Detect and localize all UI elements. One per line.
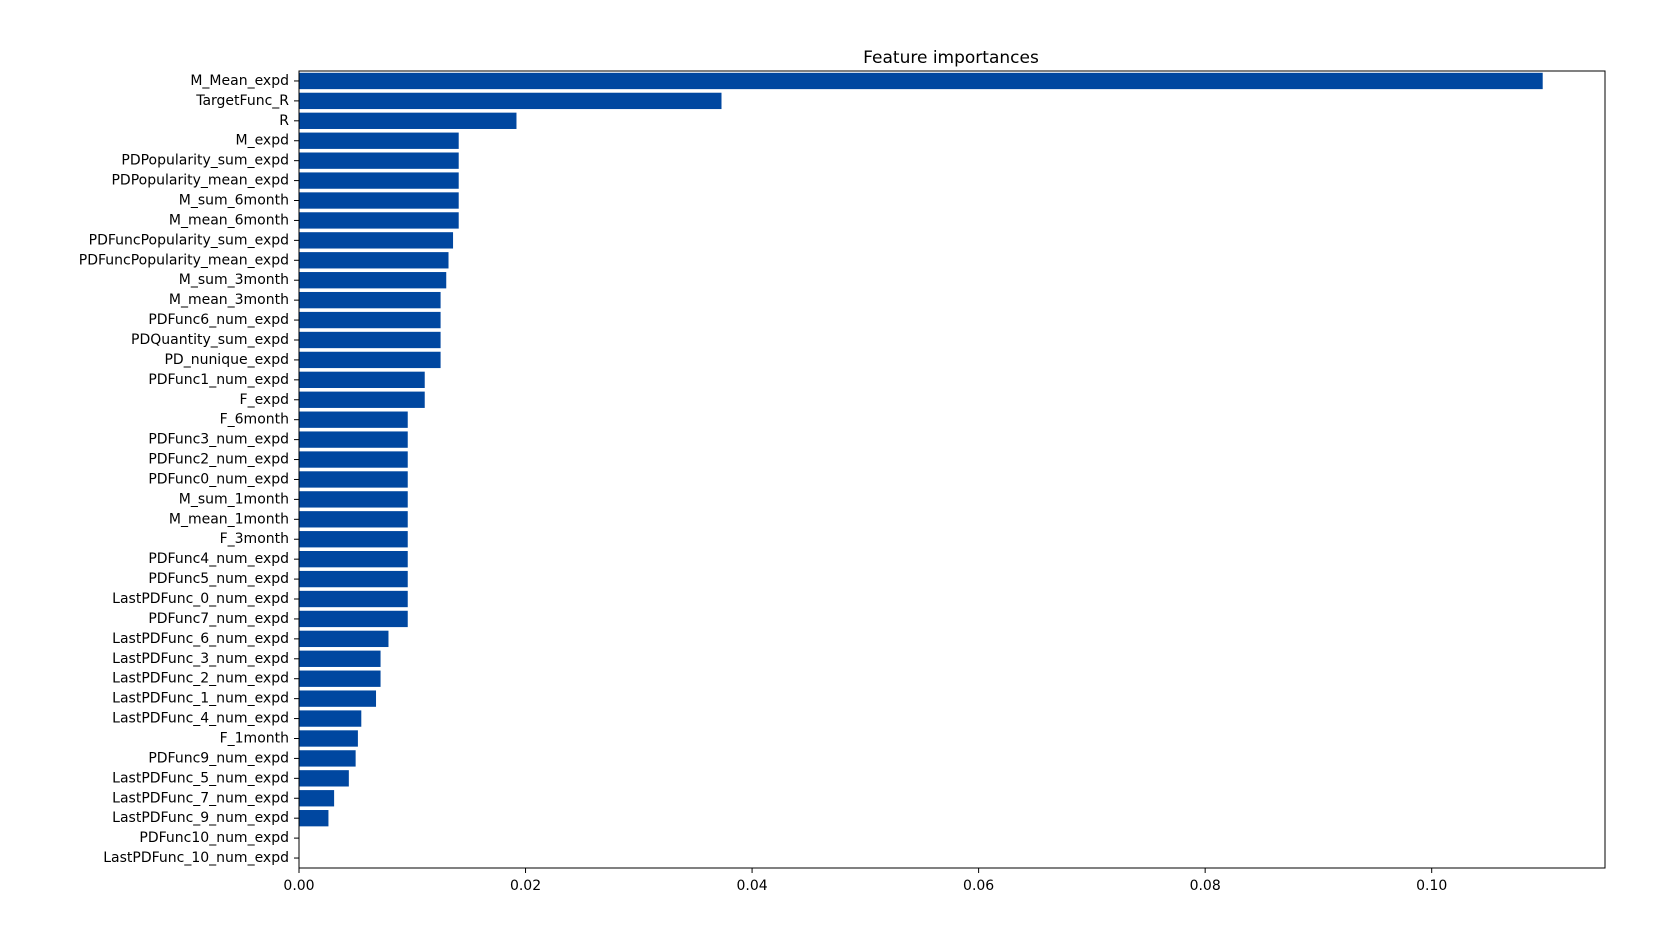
bar (299, 710, 362, 727)
y-tick-label: LastPDFunc_5_num_expd (112, 770, 289, 786)
bar (299, 471, 408, 488)
bar (299, 550, 408, 568)
bar (299, 750, 356, 767)
y-axis: M_Mean_expd TargetFunc_R R M_expd PDPopulari… (79, 73, 299, 866)
y-tick-label: F_1month (220, 730, 289, 746)
x-tick-label: 0.04 (736, 878, 767, 894)
x-axis: 0.00 0.02 0.04 0.06 0.08 0.10 (283, 868, 1447, 894)
y-tick-label: M_mean_3month (169, 292, 289, 308)
y-tick-label: R (279, 113, 289, 129)
bar (299, 152, 459, 169)
bar (299, 730, 358, 747)
y-tick-label: LastPDFunc_3_num_expd (112, 651, 289, 667)
bar (299, 411, 408, 428)
y-tick-label: LastPDFunc_2_num_expd (112, 671, 289, 687)
chart-title: Feature importances (863, 48, 1039, 68)
x-tick-label: 0.00 (283, 878, 314, 894)
bar (299, 770, 349, 787)
y-tick-label: F_3month (220, 531, 289, 547)
y-tick-label: LastPDFunc_1_num_expd (112, 691, 289, 707)
bar (299, 391, 425, 408)
y-tick-label: PDFuncPopularity_sum_expd (89, 232, 289, 248)
bar (299, 252, 449, 269)
y-tick-label: PDFunc6_num_expd (148, 312, 289, 328)
y-tick-label: PDQuantity_sum_expd (131, 332, 289, 348)
y-tick-label: M_sum_6month (179, 193, 289, 209)
bar (299, 132, 459, 149)
x-tick-label: 0.10 (1416, 878, 1447, 894)
y-tick-label: PDFunc0_num_expd (148, 471, 289, 487)
bar (299, 351, 441, 369)
y-tick-label: LastPDFunc_9_num_expd (112, 810, 289, 826)
y-tick-label: M_mean_1month (169, 511, 289, 527)
y-tick-label: PDFunc3_num_expd (148, 432, 289, 448)
bar (299, 72, 1543, 90)
y-tick-label: LastPDFunc_10_num_expd (103, 850, 289, 866)
y-tick-label: M_mean_6month (169, 212, 289, 228)
bar (299, 232, 454, 249)
y-tick-label: TargetFunc_R (195, 93, 289, 109)
bar (299, 311, 441, 329)
y-tick-label: PDPopularity_sum_expd (121, 153, 289, 169)
bar (299, 451, 408, 468)
y-tick-label: LastPDFunc_0_num_expd (112, 591, 289, 607)
bar (299, 630, 389, 648)
y-tick-label: PDFuncPopularity_mean_expd (79, 252, 289, 268)
bar (299, 331, 441, 349)
y-tick-label: PDFunc4_num_expd (148, 551, 289, 567)
y-tick-label: M_sum_3month (179, 272, 289, 288)
bar (299, 431, 408, 448)
bar (299, 172, 459, 189)
y-tick-label: PDFunc1_num_expd (148, 372, 289, 388)
bar (299, 590, 408, 608)
y-tick-label: M_sum_1month (179, 491, 289, 507)
bar (299, 491, 408, 508)
bar (299, 371, 425, 389)
y-tick-label: LastPDFunc_6_num_expd (112, 631, 289, 647)
bar (299, 610, 408, 628)
bar (299, 272, 447, 289)
y-tick-label: PDFunc9_num_expd (148, 750, 289, 766)
bar (299, 192, 459, 209)
y-tick-label: PDFunc7_num_expd (148, 611, 289, 627)
bar (299, 650, 381, 667)
bar (299, 790, 335, 807)
x-tick-label: 0.06 (963, 878, 994, 894)
bar (299, 92, 722, 110)
plot-frame (298, 70, 1606, 869)
bar (299, 670, 381, 687)
bar (299, 690, 377, 707)
bar (299, 531, 408, 548)
bar (299, 212, 459, 229)
y-tick-label: LastPDFunc_7_num_expd (112, 790, 289, 806)
x-tick-label: 0.08 (1190, 878, 1221, 894)
bar (299, 511, 408, 528)
y-tick-label: LastPDFunc_4_num_expd (112, 711, 289, 727)
bars-group (299, 72, 1543, 827)
y-tick-label: M_expd (235, 133, 289, 149)
y-tick-label: PDPopularity_mean_expd (111, 173, 289, 189)
y-tick-label: PDFunc5_num_expd (148, 571, 289, 587)
bar (299, 291, 441, 309)
y-tick-label: F_expd (240, 392, 289, 408)
bar (299, 810, 329, 827)
y-tick-label: PDFunc2_num_expd (148, 452, 289, 468)
bar (299, 112, 517, 129)
y-tick-label: M_Mean_expd (190, 73, 289, 89)
bar (299, 570, 408, 588)
y-tick-label: F_6month (220, 412, 289, 428)
x-tick-label: 0.02 (510, 878, 541, 894)
y-tick-label: PD_nunique_expd (164, 352, 289, 368)
y-tick-label: PDFunc10_num_expd (139, 830, 289, 846)
